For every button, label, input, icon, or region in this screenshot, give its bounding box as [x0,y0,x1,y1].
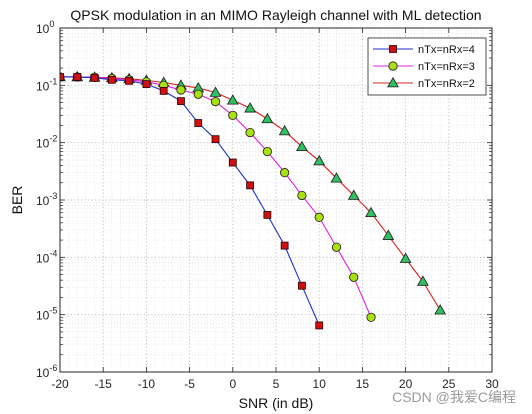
series-ntx-nrx-4 [60,73,324,330]
legend-label: nTx=nRx=2 [418,78,475,90]
x-tick-label: 30 [485,377,499,391]
data-point [262,146,272,157]
data-point [366,312,376,322]
series-layer [60,70,447,330]
x-tick-label: -5 [184,377,195,391]
data-point [193,89,203,99]
data-point [349,272,359,282]
legend: nTx=nRx=4 nTx=nRx=3 nTx=nRx=2 [367,37,487,96]
data-point [107,75,116,84]
legend-entry: nTx=nRx=2 [373,76,475,90]
data-point [330,172,343,183]
x-tick-label: -20 [51,377,69,391]
legend-label: nTx=nRx=4 [418,44,475,56]
data-point [142,80,151,89]
x-tick-label: 25 [442,377,456,391]
data-point [177,97,185,106]
chart-title: QPSK modulation in an MIMO Rayleigh chan… [70,7,481,23]
y-axis-label: BER [9,186,25,215]
data-point [347,189,360,200]
legend-entry: nTx=nRx=3 [373,61,475,73]
series-line [60,76,320,326]
legend-marker [389,45,397,53]
data-point [278,124,291,136]
legend-entry: nTx=nRx=4 [373,44,475,56]
data-point [280,241,289,250]
x-tick-label: 15 [356,377,370,391]
data-point [194,119,203,127]
y-tick-label: 10-1 [36,76,57,93]
watermark-text: CSDN @我爱C编程 [392,389,516,405]
legend-marker [388,61,398,71]
y-tick-label: 10-3 [36,191,57,208]
y-tick-labels: 100 10-1 10-2 10-3 10-4 10-5 10-6 [36,19,57,380]
data-point [313,154,326,166]
x-tick-label: 20 [399,377,413,391]
y-tick-label: 10-2 [36,134,57,151]
x-tick-label: 10 [313,377,327,391]
y-tick-label: 10-4 [36,248,57,265]
data-point [365,206,377,218]
x-tick-label: 5 [273,377,280,391]
y-tick-label: 10-6 [36,363,57,380]
x-tick-label: 0 [229,377,236,391]
data-point [176,85,186,95]
data-point [263,210,272,219]
data-point [60,73,64,81]
data-point [296,140,308,152]
data-point [210,97,221,107]
x-axis-label: SNR (in dB) [239,395,314,411]
data-point [246,181,254,190]
data-point [331,242,342,252]
data-point [399,252,412,263]
data-point [314,212,324,222]
data-point [434,304,447,315]
data-point [211,135,220,144]
data-point [297,190,307,201]
y-tick-label: 100 [36,19,54,36]
data-point [315,321,324,330]
data-point [228,158,237,167]
axis-ticks [59,27,493,373]
legend-label: nTx=nRx=3 [418,61,475,73]
x-tick-label: -10 [138,377,156,391]
data-point [226,94,239,105]
data-point [261,112,274,124]
x-tick-labels: -20 -15 -10 -5 0 5 10 15 20 25 30 [51,377,499,391]
data-point [298,281,306,290]
data-point [209,86,222,97]
data-point [159,86,168,95]
x-tick-label: -15 [95,377,113,391]
data-point [90,73,99,82]
data-point [244,102,256,113]
data-point [228,110,238,120]
legend-marker [387,76,399,88]
data-point [280,168,290,178]
data-point [125,76,134,85]
data-point [245,127,255,138]
data-point [382,229,395,240]
data-point [73,73,82,81]
data-point [416,275,429,286]
y-tick-label: 10-5 [36,306,57,323]
